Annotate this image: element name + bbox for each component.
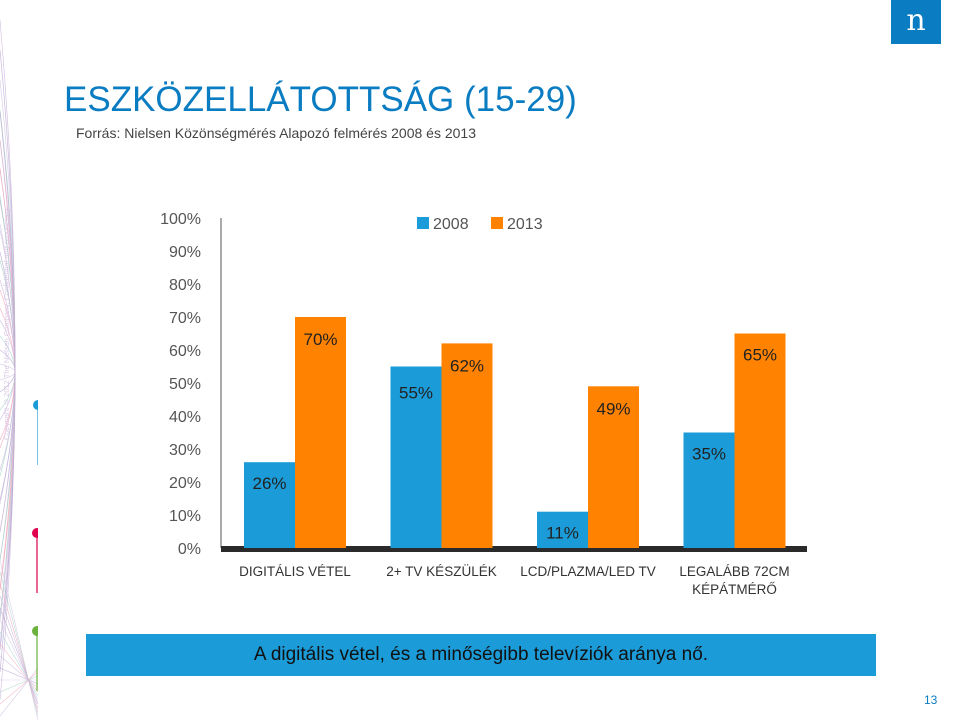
data-labels: 26% 70% 55% 62% 11% 49% 35% 65% xyxy=(252,330,777,543)
page-number: 13 xyxy=(924,693,938,707)
bar-series xyxy=(244,317,786,548)
y-axis-ticks: 0% 10% 20% 30% 40% 50% 60% 70% 80% 90% 100% xyxy=(160,211,807,558)
legend: 2008 2013 xyxy=(417,216,543,233)
category-label: LCD/PLAZMA/LED TV xyxy=(520,564,656,579)
decorative-dot xyxy=(32,626,38,636)
y-tick-label: 0% xyxy=(178,541,201,558)
y-tick-label: 10% xyxy=(169,508,201,525)
decorative-dot xyxy=(33,400,38,410)
y-tick-label: 30% xyxy=(169,442,201,459)
data-label-2013-3: 49% xyxy=(596,399,630,418)
legend-swatch-2008 xyxy=(417,217,429,229)
data-label-2013-2: 62% xyxy=(450,356,484,375)
decorative-line-pattern xyxy=(0,19,38,720)
bar-2008-2 xyxy=(390,366,442,548)
y-tick-label: 70% xyxy=(169,310,201,327)
x-axis-baseline xyxy=(221,546,807,552)
y-tick-label: 100% xyxy=(160,211,201,228)
data-label-2008-4: 35% xyxy=(692,445,726,464)
conclusion-text: A digitális vétel, és a minőségibb telev… xyxy=(253,644,709,665)
y-tick-label: 20% xyxy=(169,475,201,492)
nielsen-logo: n xyxy=(891,0,941,44)
y-tick-label: 80% xyxy=(169,277,201,294)
data-label-2008-1: 26% xyxy=(252,474,286,493)
bar-2008-3 xyxy=(537,511,588,548)
data-label-2013-4: 65% xyxy=(743,346,777,365)
bar-2013-1 xyxy=(295,317,346,548)
category-label: 2+ TV KÉSZÜLÉK xyxy=(386,564,496,579)
nielsen-logo-glyph: n xyxy=(906,3,926,38)
y-tick-label: 60% xyxy=(169,343,201,360)
bar-2008-4 xyxy=(683,432,735,548)
conclusion-banner: A digitális vétel, és a minőségibb telev… xyxy=(86,634,876,676)
bar-2008-1 xyxy=(244,462,295,548)
category-label: DIGITÁLIS VÉTEL xyxy=(239,564,351,579)
legend-swatch-2013 xyxy=(491,217,503,229)
bar-2013-3 xyxy=(588,386,639,548)
y-tick-label: 40% xyxy=(169,409,201,426)
data-label-2013-1: 70% xyxy=(303,330,337,349)
bar-2013-4 xyxy=(734,333,786,548)
legend-label-2008: 2008 xyxy=(433,216,469,233)
data-label-2008-3: 11% xyxy=(546,524,579,543)
decorative-dot xyxy=(32,528,38,538)
category-label: LEGALÁBB 72CM xyxy=(679,564,789,579)
bar-chart: 0% 10% 20% 30% 40% 50% 60% 70% 80% 90% 100% 26% 70%… xyxy=(160,211,807,597)
bar-2013-2 xyxy=(441,343,493,548)
y-tick-label: 90% xyxy=(169,244,201,261)
category-labels: DIGITÁLIS VÉTEL 2+ TV KÉSZÜLÉK LCD/PLAZMA/… xyxy=(239,564,790,597)
data-label-2008-2: 55% xyxy=(399,384,433,403)
category-label: KÉPÁTMÉRŐ xyxy=(692,582,777,597)
source-note: Forrás: Nielsen Közönségmérés Alapozó fe… xyxy=(76,125,476,141)
legend-label-2013: 2013 xyxy=(507,216,543,233)
page-title: ESZKÖZELLÁTOTTSÁG (15-29) xyxy=(64,80,577,119)
y-tick-label: 50% xyxy=(169,376,201,393)
